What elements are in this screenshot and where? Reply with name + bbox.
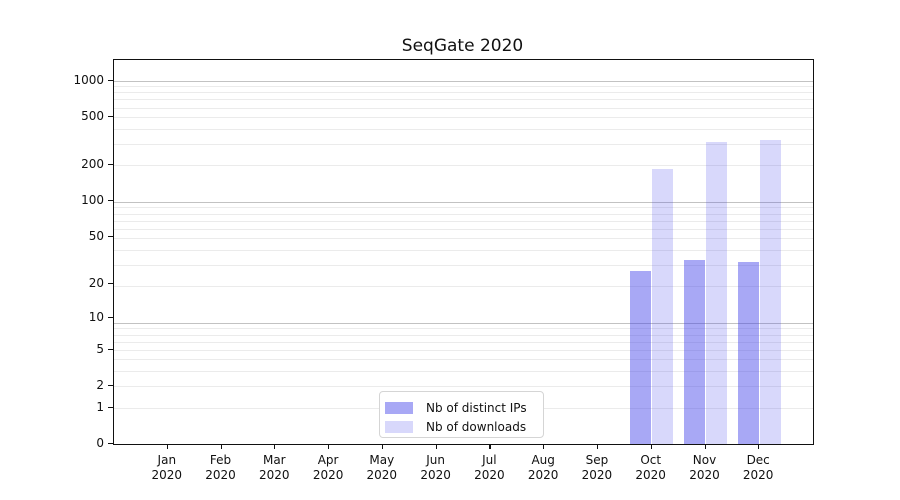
gridline-major	[114, 201, 813, 203]
y-tick-mark	[108, 406, 113, 408]
y-axis-tick-label: 10	[88, 309, 104, 324]
y-axis-tick-label: 1000	[73, 72, 104, 87]
x-axis-tick-label: Oct 2020	[635, 453, 666, 482]
gridline-minor	[114, 334, 813, 336]
y-tick-mark	[108, 200, 113, 202]
legend-swatch-downloads	[385, 420, 413, 433]
y-axis-tick-label: 2	[96, 378, 104, 393]
legend: Nb of distinct IPs Nb of downloads	[379, 391, 544, 438]
bar-downloads	[706, 142, 727, 444]
x-tick-mark	[166, 444, 168, 449]
gridline-minor	[114, 286, 813, 288]
bar-distinct-ips	[684, 260, 705, 444]
x-axis-tick-label: Apr 2020	[312, 453, 344, 482]
y-tick-mark	[108, 116, 113, 118]
y-tick-mark	[108, 79, 113, 81]
x-tick-mark	[704, 444, 706, 449]
bar-downloads	[652, 169, 674, 444]
x-axis-tick-label: May 2020	[366, 453, 398, 482]
gridline-minor	[114, 107, 813, 109]
y-tick-mark	[108, 443, 113, 445]
x-axis-tick-label: Mar 2020	[259, 453, 290, 482]
x-axis-tick-label: Aug 2020	[527, 453, 559, 482]
gridline-minor	[114, 328, 813, 330]
gridline-minor	[114, 228, 813, 230]
gridline-major	[114, 80, 813, 82]
x-axis-tick-label: Jun 2020	[420, 453, 451, 482]
x-axis-tick-label: Feb 2020	[205, 453, 236, 482]
y-axis-tick-label: 20	[88, 275, 104, 290]
gridline-minor	[114, 220, 813, 222]
gridline-minor	[114, 207, 813, 209]
gridline-minor	[114, 165, 813, 167]
gridline-minor	[114, 265, 813, 267]
legend-item-distinct-ips: Nb of distinct IPs	[385, 399, 543, 416]
y-axis-tick-label: 500	[81, 109, 104, 123]
y-tick-mark	[108, 348, 113, 350]
x-axis-tick-label: Jan 2020	[151, 453, 183, 482]
gridline-minor	[114, 349, 813, 351]
gridline-minor	[114, 341, 813, 343]
gridline-minor	[114, 386, 813, 388]
gridline-minor	[114, 371, 813, 373]
y-axis-tick-label: 100	[81, 193, 104, 208]
gridline-minor	[114, 144, 813, 145]
gridline-minor	[114, 213, 813, 215]
y-tick-mark	[108, 316, 113, 319]
x-tick-mark	[489, 444, 491, 449]
chart-title: SeqGate 2020	[401, 36, 524, 56]
gridline-minor	[114, 86, 813, 88]
y-tick-mark	[108, 282, 113, 285]
x-tick-mark	[328, 444, 330, 449]
x-axis-tick-label: Dec 2020	[742, 453, 774, 482]
y-tick-mark	[108, 164, 113, 166]
plot-area	[113, 59, 814, 445]
x-tick-mark	[381, 444, 383, 449]
legend-label: Nb of distinct IPs	[426, 400, 527, 415]
bar-distinct-ips	[737, 261, 759, 444]
bar-distinct-ips	[630, 270, 652, 444]
y-axis-tick-label: 50	[88, 229, 104, 244]
x-axis-tick-label: Nov 2020	[689, 453, 720, 482]
legend-label: Nb of downloads	[426, 419, 527, 434]
x-tick-mark	[650, 444, 652, 449]
x-tick-mark	[543, 444, 545, 449]
gridline-minor	[114, 359, 813, 361]
x-tick-mark	[220, 444, 222, 449]
x-axis-tick-label: Jul 2020	[474, 453, 505, 482]
y-axis-tick-label: 1	[96, 399, 104, 414]
y-tick-mark	[108, 236, 113, 238]
legend-swatch-distinct-ips	[385, 401, 413, 414]
gridline-minor	[114, 117, 813, 119]
y-axis-tick-label: 5	[96, 341, 104, 356]
x-tick-mark	[274, 444, 276, 449]
x-tick-mark	[435, 444, 437, 449]
gridline-major	[114, 322, 813, 324]
gridline-minor	[114, 92, 813, 94]
x-tick-mark	[758, 444, 760, 449]
legend-item-downloads: Nb of downloads	[385, 418, 543, 435]
y-axis-tick-label: 0	[96, 436, 104, 450]
gridline-minor	[114, 250, 813, 251]
gridline-minor	[114, 238, 813, 240]
x-axis-tick-label: Sep 2020	[581, 453, 613, 482]
gridline-minor	[114, 128, 813, 130]
y-axis-tick-label: 200	[81, 157, 104, 171]
x-tick-mark	[596, 444, 599, 449]
y-tick-mark	[108, 385, 113, 387]
gridline-minor	[114, 99, 813, 101]
bar-downloads	[759, 140, 781, 444]
